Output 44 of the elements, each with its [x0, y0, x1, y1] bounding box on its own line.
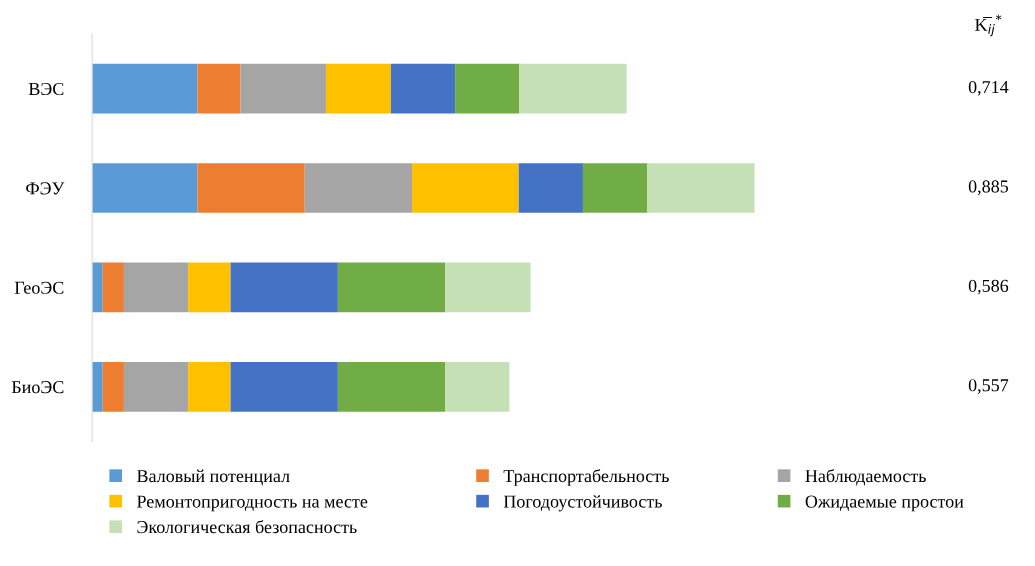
y-tick-label: ВЭС	[28, 82, 64, 96]
bar	[230, 361, 338, 412]
bar	[337, 262, 446, 313]
legend-label: Ремонтопригодность на месте	[137, 495, 368, 512]
bar	[455, 63, 520, 114]
bar	[337, 361, 446, 412]
bar	[390, 63, 456, 114]
legend-label: Ожидаемые простои	[805, 495, 964, 512]
y-tick-label: ФЭУ	[26, 182, 65, 195]
text: 0,557	[968, 379, 1009, 394]
bar	[102, 262, 124, 313]
text: 0,885	[968, 180, 1009, 196]
bar	[445, 262, 531, 313]
bar	[92, 63, 198, 114]
legend-label: Валовый потенциал	[137, 469, 290, 486]
legend-label: Погодоустойчивость	[503, 495, 662, 512]
legend-label: Наблюдаемость	[805, 469, 926, 486]
bar	[582, 163, 648, 213]
bar	[412, 163, 519, 213]
legend-label: Экологическая безопасность	[137, 520, 357, 534]
bar	[92, 361, 103, 412]
bar	[188, 262, 231, 313]
bar	[188, 361, 231, 412]
bar	[518, 163, 583, 213]
bar	[230, 262, 338, 313]
bar	[197, 63, 241, 114]
legend-label: Транспортабельность	[503, 469, 669, 486]
bar	[102, 361, 124, 412]
bar	[445, 361, 510, 412]
text: 0,586	[968, 279, 1009, 295]
bar	[197, 163, 305, 213]
bar	[123, 361, 189, 412]
bar	[123, 262, 189, 313]
bar	[304, 163, 413, 213]
bar	[519, 63, 627, 114]
y-tick-label: ГеоЭС	[14, 281, 64, 294]
text: K̅$_{ij}$$^{*}$	[975, 14, 1002, 37]
y-tick-label: БиоЭС	[11, 381, 64, 394]
bar	[325, 63, 391, 114]
bar	[647, 163, 755, 213]
text: 0,714	[968, 80, 1009, 96]
bar	[92, 262, 103, 313]
bar	[92, 163, 198, 213]
bar	[240, 63, 326, 114]
